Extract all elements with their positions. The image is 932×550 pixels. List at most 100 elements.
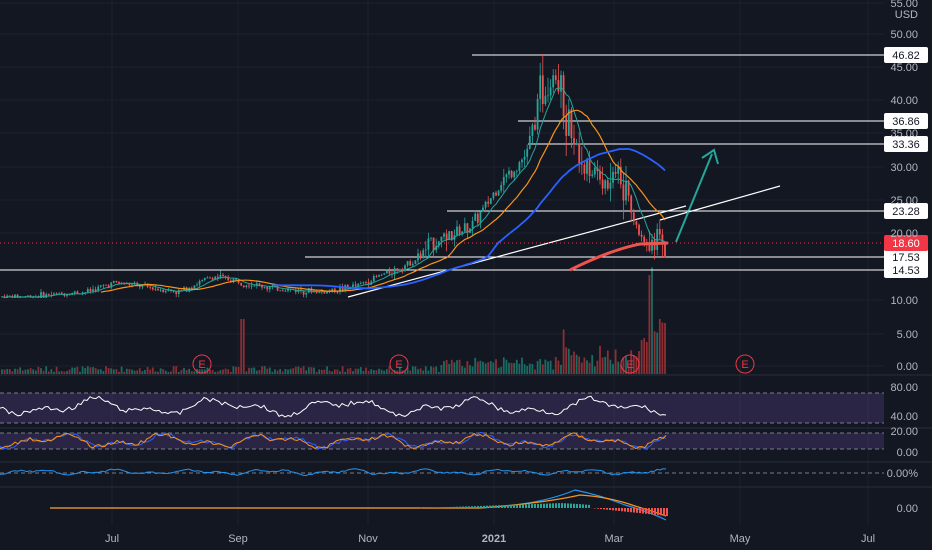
macd-histogram-bar xyxy=(474,506,476,508)
candle-body xyxy=(190,287,193,290)
candle-body xyxy=(214,276,217,280)
volume-bar xyxy=(138,368,141,374)
candle-body xyxy=(227,277,230,281)
volume-bar xyxy=(349,368,352,374)
candle-body xyxy=(539,75,542,99)
candle-body xyxy=(177,289,180,294)
level-badge-text: 46.82 xyxy=(892,50,920,62)
volume-bar xyxy=(185,370,188,374)
current-price-badge[interactable] xyxy=(884,235,928,251)
earnings-marker[interactable] xyxy=(192,354,212,374)
volume-bar xyxy=(453,362,456,374)
macd-histogram-bar xyxy=(447,507,449,508)
volume-bar xyxy=(531,363,534,374)
volume-bar xyxy=(497,367,500,374)
volume-bar xyxy=(92,367,94,374)
volume-bar xyxy=(482,361,484,374)
candle-body xyxy=(463,223,466,232)
volume-bar xyxy=(489,361,492,374)
candle-body xyxy=(580,163,583,165)
candle-body xyxy=(643,236,646,243)
candle-body xyxy=(632,212,635,222)
candle-body xyxy=(591,174,594,176)
time-tick: Sep xyxy=(228,533,248,545)
candle-body xyxy=(383,273,386,275)
volume-bar xyxy=(372,370,375,374)
macd-histogram-bar xyxy=(549,503,551,508)
time-axis[interactable]: Jul Sep Nov 2021 Mar May Jul xyxy=(105,533,875,545)
volume-bar xyxy=(289,368,292,374)
candle-body xyxy=(219,274,222,278)
candle-body xyxy=(359,282,362,284)
volume-bar xyxy=(346,368,349,374)
candle-body xyxy=(32,297,35,299)
volume-bar xyxy=(617,361,620,374)
candle-body xyxy=(541,75,544,105)
candle-body xyxy=(73,291,76,294)
candle-body xyxy=(40,292,42,298)
volume-bar xyxy=(510,362,513,374)
price-axis[interactable]: 55.00 50.00 45.00 40.00 35.00 30.00 25.00 20.00… xyxy=(887,0,918,515)
candle-body xyxy=(482,207,484,212)
level-badge[interactable] xyxy=(884,113,928,129)
candle-body xyxy=(105,284,107,286)
macd-histogram-bar xyxy=(555,503,557,508)
macd-histogram-bar xyxy=(498,505,500,508)
level-badge[interactable] xyxy=(884,136,928,152)
earnings-label: E xyxy=(626,359,633,371)
volume-bar xyxy=(107,368,110,374)
ma-200 xyxy=(569,241,669,272)
volume-bar xyxy=(183,367,185,374)
candle-body xyxy=(640,234,643,237)
candle-body xyxy=(302,291,305,295)
volume-bar xyxy=(245,371,248,374)
volume-bar xyxy=(248,367,250,374)
level-badge[interactable] xyxy=(884,262,928,278)
candle-body xyxy=(42,292,45,298)
candle-body xyxy=(367,282,370,285)
volume-bar xyxy=(198,369,201,374)
earnings-marker[interactable] xyxy=(389,354,409,374)
macd-histogram-bar xyxy=(480,505,482,508)
volume-bar xyxy=(443,361,445,374)
candle-body xyxy=(323,291,326,294)
volume-bar xyxy=(318,369,321,374)
volume-bar xyxy=(162,369,165,374)
level-badge[interactable] xyxy=(884,203,928,219)
volume-bar xyxy=(320,369,323,374)
macd-histogram-bar xyxy=(636,508,638,513)
candle-body xyxy=(58,292,61,294)
macd-histogram-bar xyxy=(453,506,455,508)
macd-histogram-bar xyxy=(648,508,650,515)
volume-bar xyxy=(263,366,266,374)
earnings-marker[interactable] xyxy=(620,354,640,374)
candle-body xyxy=(94,289,97,292)
earnings-marker[interactable] xyxy=(735,354,755,374)
indicator-tick: 0.00 xyxy=(897,503,918,515)
candle-body xyxy=(263,287,266,288)
level-badge[interactable] xyxy=(884,249,928,265)
grid-lines xyxy=(0,0,884,525)
volume-bar xyxy=(118,371,120,374)
macd-histogram-bar xyxy=(531,504,533,508)
volume-bar xyxy=(323,369,326,374)
candle-body xyxy=(622,184,625,201)
volume-bar xyxy=(573,351,575,374)
volume-bar xyxy=(391,371,393,374)
candle-body xyxy=(66,294,68,296)
candle-body xyxy=(627,180,630,196)
ma-mid xyxy=(100,109,666,293)
volume-bar xyxy=(547,361,549,374)
volume-bar xyxy=(523,364,526,374)
volume-bar xyxy=(180,369,183,374)
volume-bar xyxy=(24,369,27,374)
candle-body xyxy=(560,75,562,92)
candle-body xyxy=(297,289,300,293)
macd-histogram-bar xyxy=(612,508,614,511)
volume-bar xyxy=(1,369,3,374)
macd-histogram-bar xyxy=(522,504,524,508)
level-badge[interactable] xyxy=(884,47,928,63)
